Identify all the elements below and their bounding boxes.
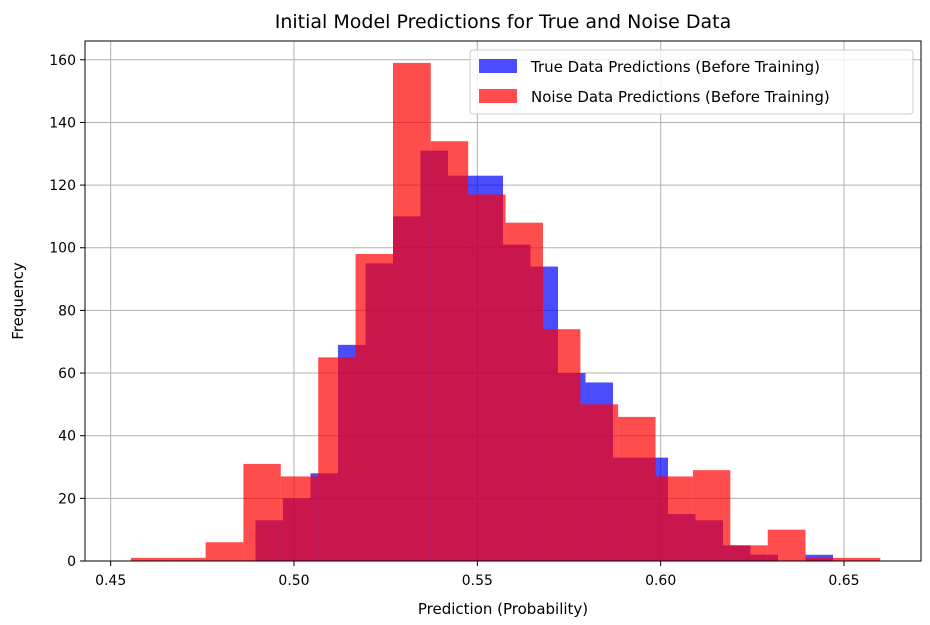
legend-box (469, 49, 914, 115)
legend-swatch-noise (479, 89, 517, 103)
y-tick-label: 0 (67, 554, 76, 570)
noise-data-bar (393, 62, 431, 562)
y-tick-label: 160 (49, 53, 76, 69)
noise-data-bar (505, 222, 543, 561)
x-tick-label: 0.65 (828, 573, 859, 589)
noise-data-bar (355, 254, 393, 561)
noise-data-bar (430, 141, 469, 561)
legend-label-true: True Data Predictions (Before Training) (530, 58, 820, 76)
x-axis-label: Prediction (Probability) (418, 600, 588, 618)
y-axis-ticks: 0 20 40 60 80 100 120 140 160 (49, 53, 85, 570)
noise-data-bar (243, 463, 281, 561)
x-tick-label: 0.50 (278, 573, 309, 589)
y-tick-label: 80 (58, 303, 76, 319)
noise-data-bar (168, 557, 206, 561)
y-tick-label: 120 (49, 178, 76, 194)
y-tick-label: 20 (58, 491, 76, 507)
legend-label-noise: Noise Data Predictions (Before Training) (531, 88, 830, 106)
y-axis-label: Frequency (9, 262, 27, 340)
noise-data-bar (767, 529, 806, 561)
noise-data-bar (618, 416, 656, 561)
noise-data-bar (205, 542, 244, 561)
x-tick-label: 0.55 (462, 573, 493, 589)
x-tick-label: 0.60 (645, 573, 676, 589)
true-data-bar (805, 554, 833, 561)
noise-data-bars (130, 62, 881, 562)
noise-data-bar (842, 557, 881, 561)
x-axis-ticks: 0.45 0.50 0.55 0.60 0.65 (95, 561, 860, 589)
noise-data-bar (655, 476, 693, 561)
noise-data-bar (805, 557, 843, 561)
noise-data-bar (318, 357, 356, 561)
noise-data-bar (692, 470, 731, 561)
y-tick-label: 100 (49, 241, 76, 257)
legend: True Data Predictions (Before Training) … (469, 49, 914, 115)
x-tick-label: 0.45 (95, 573, 126, 589)
noise-data-bar (542, 329, 581, 561)
legend-swatch-true (479, 59, 517, 73)
plot-frame (84, 40, 922, 562)
noise-data-bar (580, 404, 619, 561)
noise-data-bar (730, 545, 768, 561)
noise-data-bar (468, 194, 506, 562)
y-tick-label: 40 (58, 429, 76, 445)
y-tick-label: 140 (49, 115, 76, 131)
y-tick-label: 60 (58, 366, 76, 382)
noise-data-bar (280, 476, 319, 561)
chart-title: Initial Model Predictions for True and N… (275, 11, 731, 33)
noise-data-bar (130, 557, 169, 561)
